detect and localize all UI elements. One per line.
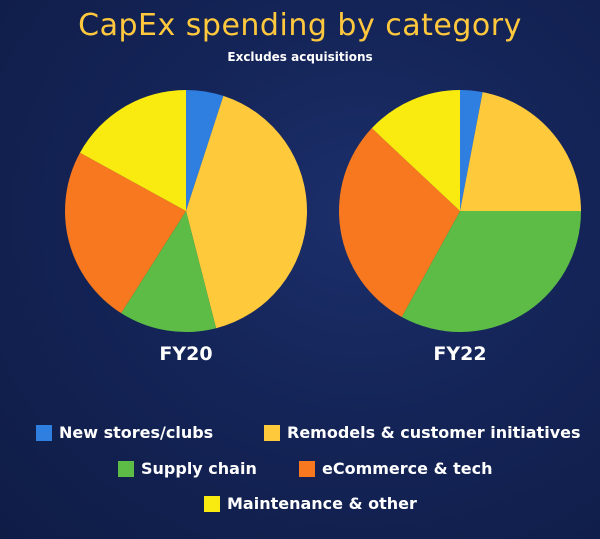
- pie-slice-fy22-remodels: [460, 92, 581, 211]
- chart-subtitle: Excludes acquisitions: [227, 50, 373, 64]
- legend-label: Supply chain: [141, 459, 257, 478]
- pie-fy22: [339, 90, 581, 332]
- legend-swatch: [299, 460, 315, 477]
- pie-slice-fy22-maintenance: [371, 90, 460, 211]
- legend-swatch: [204, 495, 220, 512]
- pie-slice-fy22-new-stores: [460, 90, 483, 211]
- pie-label-fy22: FY22: [433, 343, 487, 365]
- pie-fy20: [65, 90, 307, 332]
- legend-swatch: [36, 424, 52, 441]
- pie-slice-fy20-new-stores: [186, 90, 224, 211]
- legend-label: Remodels & customer initiatives: [287, 423, 581, 442]
- legend-label: eCommerce & tech: [322, 459, 493, 478]
- legend-swatch: [118, 460, 134, 477]
- legend-item-supply-chain: Supply chain: [118, 459, 257, 478]
- pie-slice-fy22-ecommerce: [339, 128, 460, 318]
- legend-swatch: [264, 424, 280, 441]
- legend-item-ecommerce: eCommerce & tech: [299, 459, 492, 478]
- pie-slice-fy22-supply-chain: [401, 211, 581, 332]
- legend-label: New stores/clubs: [59, 423, 214, 442]
- pie-label-fy20: FY20: [159, 343, 213, 365]
- pie-slice-fy20-ecommerce: [65, 152, 186, 314]
- legend-item-remodels: Remodels & customer initiatives: [264, 423, 581, 442]
- chart-title: CapEx spending by category: [78, 8, 522, 43]
- pie-slice-fy20-remodels: [186, 95, 307, 329]
- legend-label: Maintenance & other: [227, 494, 417, 513]
- legend-item-maintenance: Maintenance & other: [204, 494, 417, 513]
- legend-item-new-stores: New stores/clubs: [36, 423, 213, 442]
- pie-slice-fy20-maintenance: [79, 90, 186, 211]
- pie-slice-fy20-supply-chain: [121, 211, 217, 332]
